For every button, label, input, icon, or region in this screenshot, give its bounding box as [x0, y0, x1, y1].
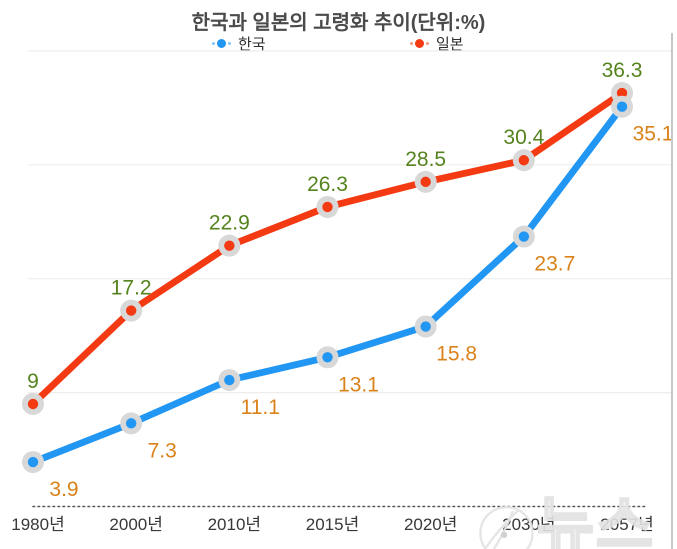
korea-legend-dash	[228, 41, 231, 45]
legend-item-japan: 일본	[410, 34, 464, 53]
japan-legend-dot	[415, 38, 424, 48]
legend-label-japan: 일본	[436, 35, 464, 53]
korea-data-point	[322, 352, 333, 363]
japan-data-label: 36.3	[602, 59, 643, 82]
japan-data-point	[224, 240, 235, 251]
x-axis-label: 2010년	[208, 515, 261, 534]
korea-data-point	[518, 231, 530, 242]
japan-data-label: 22.9	[209, 212, 250, 235]
japan-data-label: 26.3	[307, 173, 348, 196]
japan-data-point	[27, 398, 39, 410]
x-axis-label: 2015년	[306, 515, 359, 534]
korea-data-point	[27, 456, 39, 468]
x-axis-label: 2020년	[404, 515, 457, 534]
legend-item-korea: 한국	[212, 34, 266, 53]
x-axis-label: 2030년	[502, 515, 555, 534]
korea-data-label: 13.1	[338, 373, 379, 396]
japan-legend-dash	[426, 41, 429, 45]
korea-data-point	[125, 418, 137, 429]
japan-data-point	[420, 176, 431, 188]
korea-data-point	[420, 321, 431, 332]
japan-data-point	[322, 201, 333, 213]
korea-data-label: 7.3	[148, 439, 177, 462]
korea-data-label: 35.1	[633, 123, 674, 146]
korea-data-label: 15.8	[436, 343, 477, 366]
korea-data-label: 23.7	[534, 253, 575, 276]
legend-label-korea: 한국	[238, 35, 266, 53]
japan-data-label: 9	[27, 370, 39, 393]
japan-data-point	[518, 155, 530, 166]
japan-legend-dash	[410, 41, 413, 45]
x-axis-label: 1980년	[11, 515, 64, 534]
x-axis-label: 2057년	[600, 515, 653, 534]
japan-data-point	[616, 87, 628, 99]
japan-data-label: 30.4	[503, 126, 544, 149]
x-axis-label: 2000년	[109, 515, 162, 534]
chart-title: 한국과 일본의 고령화 추이(단위:%)	[191, 12, 486, 34]
japan-data-label: 28.5	[405, 148, 446, 171]
korea-legend-marker-icon	[212, 38, 231, 48]
korea-data-label: 3.9	[49, 478, 78, 501]
korea-data-point	[616, 101, 628, 112]
korea-data-point	[224, 374, 235, 386]
japan-legend-marker-icon	[410, 38, 429, 48]
korea-legend-dash	[212, 41, 215, 45]
korea-legend-dot	[217, 38, 226, 48]
japan-data-label: 17.2	[111, 277, 152, 300]
korea-data-label: 11.1	[241, 396, 280, 419]
japan-data-point	[125, 305, 137, 316]
right-edge-line	[671, 33, 673, 549]
